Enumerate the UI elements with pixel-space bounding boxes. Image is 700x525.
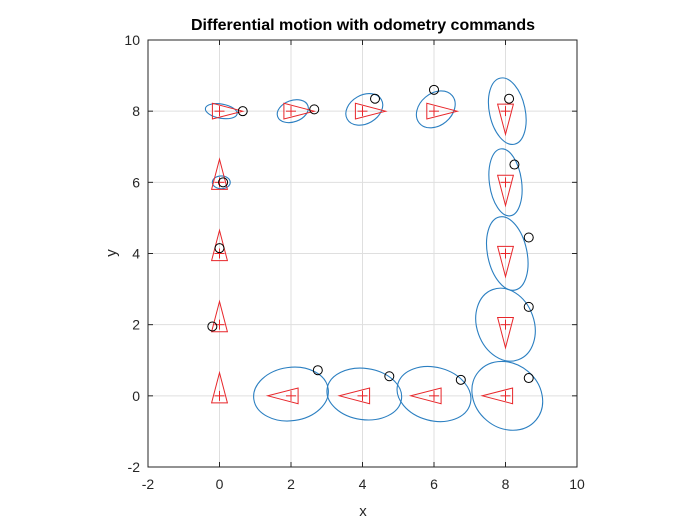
robot-pose-triangle [496, 317, 515, 350]
x-tick-label: 4 [359, 476, 367, 492]
x-tick-label: 2 [287, 476, 295, 492]
covariance-ellipse [485, 216, 529, 291]
measurement-point [207, 321, 218, 332]
covariance-ellipse [475, 287, 536, 362]
chart-title: Differential motion with odometry comman… [191, 17, 535, 34]
covariance-ellipse [487, 77, 527, 145]
covariance-ellipse [204, 103, 238, 120]
covariance-ellipse [345, 93, 384, 126]
robot-pose-triangle [496, 174, 515, 208]
y-axis-label: y [103, 249, 120, 257]
measurement-point [237, 106, 248, 117]
robot-pose-triangle [496, 245, 515, 279]
covariance-ellipse [488, 148, 523, 217]
measurement-point [523, 373, 534, 384]
x-tick-label: 8 [502, 476, 510, 492]
y-tick-label: 4 [132, 246, 140, 262]
measurement-point [312, 365, 323, 376]
measurement-point [429, 84, 439, 95]
measurement-point [455, 374, 466, 385]
robot-pose-triangle [210, 299, 229, 333]
measurement-point [523, 232, 534, 243]
robot-pose-triangle [426, 102, 460, 120]
robot-pose-triangle [496, 103, 515, 137]
y-tick-label: 0 [132, 388, 140, 404]
covariance-ellipse [415, 90, 456, 129]
covariance-ellipse [276, 99, 309, 124]
y-tick-label: -2 [128, 459, 141, 475]
measurement-point [504, 93, 515, 104]
measurement-point [218, 177, 229, 188]
robot-pose-triangle [283, 102, 317, 120]
y-tick-label: 2 [132, 317, 140, 333]
robot-pose-triangle [354, 102, 388, 120]
covariance-ellipse [211, 175, 231, 190]
y-tick-label: 6 [132, 174, 140, 190]
covariance-ellipse [471, 360, 544, 431]
x-tick-label: -2 [142, 476, 155, 492]
robot-pose-triangle [480, 387, 514, 405]
measurement-point [523, 301, 534, 312]
robot-pose-triangle [210, 370, 229, 404]
robot-pose-triangle [210, 157, 229, 190]
plot-area [204, 77, 544, 431]
y-tick-label: 8 [132, 103, 140, 119]
robot-pose-triangle [211, 102, 245, 120]
measurement-point [370, 93, 381, 104]
robot-pose-triangle [337, 387, 371, 405]
measurement-point [214, 243, 225, 254]
robot-pose-triangle [408, 387, 442, 405]
robot-pose-triangle [265, 387, 299, 405]
ticks: -2 0 2 4 6 8 10 -2 0 2 4 6 8 10 [124, 32, 585, 492]
covariance-ellipse [326, 367, 403, 421]
x-tick-label: 6 [430, 476, 438, 492]
measurement-point [309, 104, 320, 115]
y-tick-label: 10 [124, 32, 140, 48]
x-axis-label: x [359, 503, 367, 520]
covariance-ellipse [253, 366, 329, 422]
measurement-point [509, 159, 520, 170]
measurement-point [384, 371, 395, 382]
x-tick-label: 10 [569, 476, 585, 492]
x-tick-label: 0 [216, 476, 224, 492]
